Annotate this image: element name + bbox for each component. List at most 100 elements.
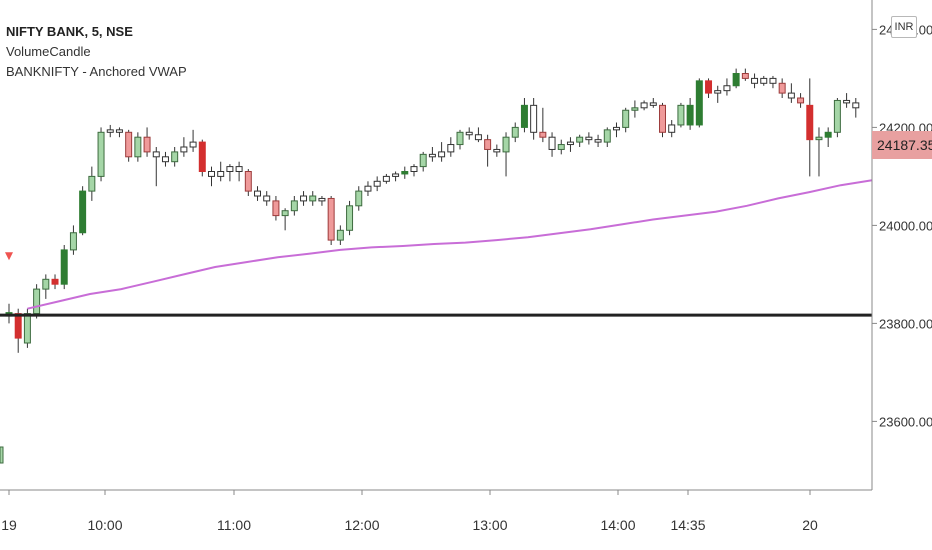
candle-body[interactable] xyxy=(300,195,308,202)
candle-body[interactable] xyxy=(355,190,363,207)
candle-body[interactable] xyxy=(806,104,814,141)
candle-body[interactable] xyxy=(649,102,657,106)
candle-body[interactable] xyxy=(115,129,123,133)
candle-body[interactable] xyxy=(290,200,298,212)
candle-body[interactable] xyxy=(428,153,436,158)
candle-body[interactable] xyxy=(60,249,68,285)
candle-body[interactable] xyxy=(23,313,31,344)
candle-body[interactable] xyxy=(401,171,409,175)
candle-body[interactable] xyxy=(548,136,556,150)
candle-body[interactable] xyxy=(511,126,519,138)
candle-body[interactable] xyxy=(741,73,749,79)
candle-body[interactable] xyxy=(79,190,87,234)
candle-body[interactable] xyxy=(226,166,234,173)
candle-body[interactable] xyxy=(447,144,455,153)
candle-body[interactable] xyxy=(143,136,151,153)
candle-body[interactable] xyxy=(51,278,59,285)
candle-body[interactable] xyxy=(272,200,280,217)
candle-body[interactable] xyxy=(714,90,722,94)
candle-body[interactable] xyxy=(198,141,206,173)
candle-body[interactable] xyxy=(852,102,860,109)
candle-body[interactable] xyxy=(815,136,823,141)
candle-body[interactable] xyxy=(254,190,262,197)
candle-body[interactable] xyxy=(125,131,133,158)
candle-body[interactable] xyxy=(171,151,179,163)
candle-body[interactable] xyxy=(594,139,602,143)
candle-body[interactable] xyxy=(686,104,694,126)
candle-body[interactable] xyxy=(612,126,620,131)
candle-body[interactable] xyxy=(217,171,225,177)
candle-body[interactable] xyxy=(760,77,768,84)
candle-body[interactable] xyxy=(152,151,160,158)
candle-body[interactable] xyxy=(474,134,482,141)
candle-body[interactable] xyxy=(787,92,795,99)
candle-body[interactable] xyxy=(585,136,593,141)
candle-body[interactable] xyxy=(42,278,50,290)
candle-body[interactable] xyxy=(309,195,317,202)
candle-body[interactable] xyxy=(263,195,271,202)
candle-body[interactable] xyxy=(438,151,446,158)
candle-body[interactable] xyxy=(530,104,538,133)
candle-body[interactable] xyxy=(843,99,851,104)
candle-body[interactable] xyxy=(69,232,77,251)
candle-body[interactable] xyxy=(373,180,381,187)
candle-body[interactable] xyxy=(566,141,574,146)
candle-body[interactable] xyxy=(244,171,252,192)
candle-body[interactable] xyxy=(33,288,41,315)
candle-body[interactable] xyxy=(456,131,464,146)
candle-body[interactable] xyxy=(346,205,354,231)
candle-body[interactable] xyxy=(235,166,243,173)
candle-body[interactable] xyxy=(134,136,142,158)
candle-body[interactable] xyxy=(695,80,703,126)
candle-body[interactable] xyxy=(392,173,400,177)
time-tick-label: 20 xyxy=(802,517,818,533)
candle-body[interactable] xyxy=(88,175,96,192)
candle-body[interactable] xyxy=(336,229,344,241)
candle-body[interactable] xyxy=(603,129,611,143)
candle-body[interactable] xyxy=(14,313,22,339)
candle-body[interactable] xyxy=(539,131,547,138)
candle-body[interactable] xyxy=(382,175,390,182)
currency-badge[interactable]: INR xyxy=(891,16,917,38)
candle-body[interactable] xyxy=(484,139,492,150)
candle-body[interactable] xyxy=(520,104,528,128)
candle-body[interactable] xyxy=(622,109,630,128)
candle-body[interactable] xyxy=(208,171,215,177)
candle-body[interactable] xyxy=(732,73,740,87)
candle-body[interactable] xyxy=(705,80,713,94)
candle-body[interactable] xyxy=(419,153,427,168)
candle-body[interactable] xyxy=(493,148,501,153)
candle-body[interactable] xyxy=(668,124,676,133)
candle-body[interactable] xyxy=(723,85,731,92)
plot-area[interactable] xyxy=(0,68,873,464)
candle-body[interactable] xyxy=(318,197,326,202)
candle-body[interactable] xyxy=(189,141,197,148)
candle-body[interactable] xyxy=(97,131,105,177)
time-axis[interactable]: 19 10:00 11:00 12:00 13:00 14:00 14:35 20 xyxy=(1,490,818,533)
candle-body[interactable] xyxy=(465,131,473,136)
candle-body[interactable] xyxy=(281,210,289,217)
candle-body[interactable] xyxy=(557,144,565,150)
time-tick-label: 19 xyxy=(1,517,17,533)
candle-body[interactable] xyxy=(631,107,639,111)
candle-body[interactable] xyxy=(824,131,832,138)
candle-body[interactable] xyxy=(640,102,648,109)
candle-body[interactable] xyxy=(364,185,372,192)
candle-body[interactable] xyxy=(677,104,685,126)
candle-body[interactable] xyxy=(751,77,759,84)
time-tick-label: 10:00 xyxy=(87,517,122,533)
candle-body[interactable] xyxy=(327,197,335,241)
candle-body[interactable] xyxy=(659,104,666,133)
candle-body[interactable] xyxy=(180,146,188,153)
candle-body[interactable] xyxy=(161,156,169,163)
candle-body[interactable] xyxy=(769,77,777,84)
candle-body[interactable] xyxy=(797,97,805,104)
candle-body[interactable] xyxy=(410,166,418,173)
candle-body[interactable] xyxy=(502,136,510,153)
candle-body[interactable] xyxy=(106,129,114,133)
candle-body[interactable] xyxy=(576,136,584,143)
candle-body[interactable] xyxy=(778,82,786,94)
candle-body[interactable] xyxy=(833,99,841,133)
